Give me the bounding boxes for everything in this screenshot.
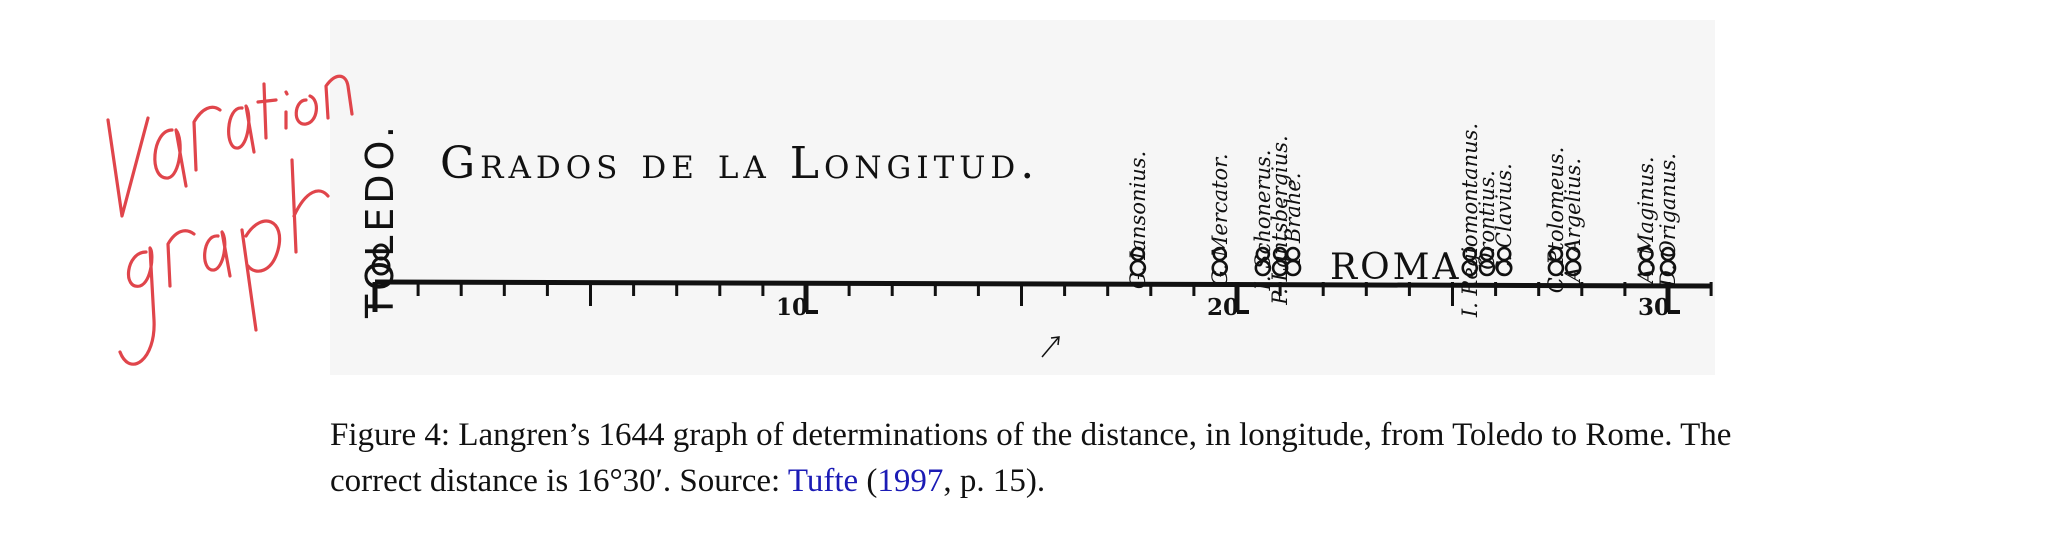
figure-title: Grados de la Longitud. <box>440 138 1040 189</box>
estimate-marker-bottom-2 <box>1254 259 1272 277</box>
annotation-stroke-4 <box>227 104 256 154</box>
annotation-stroke-7 <box>294 94 318 126</box>
annotation-stroke-11 <box>203 230 232 278</box>
astronomer-label-4: T. Brahe. <box>1281 172 1306 268</box>
tick-label-30: 30 <box>1638 294 1671 321</box>
annotation-stroke-13 <box>290 158 330 254</box>
estimate-marker-bottom-4 <box>1284 259 1302 277</box>
estimate-marker-bottom-1 <box>1211 259 1229 277</box>
annotation-stroke-8 <box>324 74 354 120</box>
annotation-stroke-9 <box>118 246 156 366</box>
astronomer-label-0: G. Iansonius. <box>1125 150 1150 290</box>
handwritten-annotation-strokes <box>106 74 354 366</box>
scale-axis <box>374 279 1712 289</box>
astronomer-label-7: C. Clavius. <box>1492 163 1517 277</box>
annotation-stroke-6 <box>284 90 289 130</box>
estimate-marker-bottom-8 <box>1547 259 1565 277</box>
toledo-marker-bottom <box>371 256 391 276</box>
estimate-marker-bottom-9 <box>1564 259 1582 277</box>
pointer-arrow-shaft <box>1041 337 1059 358</box>
tick-label-10: 10 <box>776 294 809 321</box>
estimate-marker-bottom-0 <box>1129 259 1147 277</box>
pointer-arrow-head <box>1050 336 1060 346</box>
citation-author-link[interactable]: Tufte <box>787 463 859 499</box>
figure-caption: Figure 4: Langren’s 1644 graph of determ… <box>330 412 1770 504</box>
estimate-marker-bottom-11 <box>1659 259 1677 277</box>
caption-open-paren: ( <box>858 463 878 499</box>
estimate-marker-bottom-6 <box>1478 259 1496 277</box>
astronomer-label-11: D. Origanus. <box>1656 153 1680 287</box>
astronomer-label-1: G. Mercator. <box>1207 153 1232 287</box>
estimate-marker-bottom-10 <box>1638 259 1655 277</box>
annotation-stroke-10 <box>166 229 196 288</box>
astronomer-label-9: A. Argelius. <box>1561 157 1586 283</box>
astronomer-label-10: A. Maginus. <box>1634 156 1659 284</box>
longitude-scale <box>371 243 1713 358</box>
annotation-stroke-3 <box>192 105 222 172</box>
caption-text-end: , p. 15). <box>943 463 1046 499</box>
annotation-stroke-12 <box>240 219 282 332</box>
langren-figure <box>330 20 1715 375</box>
annotation-stroke-1 <box>106 116 150 218</box>
tick-label-20: 20 <box>1207 294 1240 321</box>
annotation-stroke-2 <box>153 128 188 188</box>
estimate-marker-bottom-5 <box>1461 259 1479 277</box>
estimate-marker-bottom-7 <box>1495 259 1513 277</box>
citation-year-link[interactable]: 1997 <box>877 463 944 499</box>
caption-text: Figure 4: Langren’s 1644 graph of determ… <box>330 417 1732 499</box>
annotation-stroke-5 <box>256 82 278 140</box>
roma-label: ROMA <box>1330 247 1462 288</box>
